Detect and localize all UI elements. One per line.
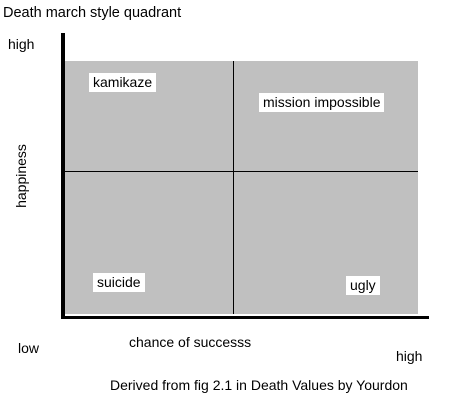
source-caption: Derived from fig 2.1 in Death Values by …: [110, 377, 408, 393]
quadrant-label-bottom-right: ugly: [346, 276, 380, 295]
x-axis-high-label: high: [396, 348, 423, 364]
quadrant-label-bottom-left: suicide: [93, 273, 145, 292]
horizontal-divider: [64, 171, 418, 172]
y-axis-line: [61, 33, 65, 319]
x-axis-label: chance of successs: [129, 334, 252, 350]
vertical-divider: [233, 61, 234, 314]
y-axis-high-label: high: [8, 36, 35, 52]
y-axis-low-label: low: [18, 340, 40, 356]
y-axis-label: happiness: [13, 144, 29, 208]
diagram-title: Death march style quadrant: [3, 5, 182, 21]
quadrant-label-top-left: kamikaze: [89, 73, 157, 92]
quadrant-label-top-right: mission impossible: [259, 93, 385, 112]
x-axis-line: [61, 316, 429, 319]
